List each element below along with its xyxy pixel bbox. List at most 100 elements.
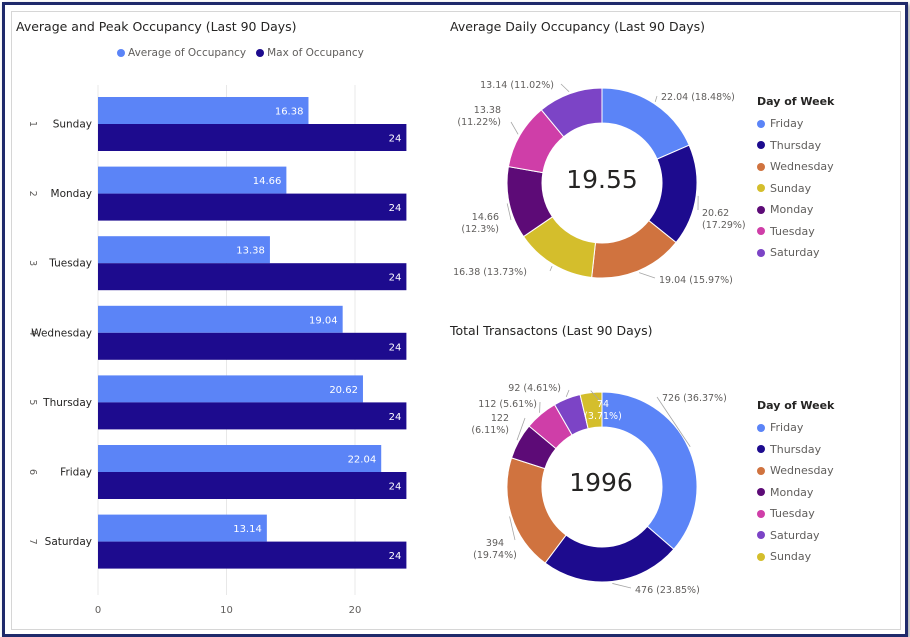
data-label-monday: 122 (6.11%): [471, 413, 509, 436]
bar-data-label: 24: [389, 551, 402, 562]
legend-item-friday[interactable]: Friday: [757, 113, 834, 135]
category-index-label: 5: [27, 399, 38, 405]
legend-label: Monday: [770, 485, 814, 499]
legend-item-sunday[interactable]: Sunday: [757, 546, 834, 568]
x-tick-label: 0: [95, 605, 101, 616]
legend-item-wednesday[interactable]: Wednesday: [757, 460, 834, 482]
legend-item-monday[interactable]: Monday: [757, 199, 834, 221]
donut1-chart[interactable]: 22.04 (18.48%) 20.62 (17.29%) 19.04 (15.97%…: [445, 40, 745, 315]
legend-marker: [757, 227, 765, 236]
leader-line: [549, 266, 553, 272]
bar-max-of-occupancy-thursday[interactable]: [98, 402, 407, 430]
legend-label: Sunday: [770, 181, 812, 195]
legend-label: Wednesday: [770, 160, 834, 174]
bar-data-label: 24: [389, 342, 402, 353]
bar-average-of-occupancy-tuesday[interactable]: [98, 236, 270, 264]
bar-chart-title: Average and Peak Occupancy (Last 90 Days…: [16, 19, 297, 34]
bar-data-label: 16.38: [275, 107, 304, 118]
leader-line: [590, 390, 602, 403]
bar-max-of-occupancy-sunday[interactable]: [98, 124, 407, 151]
donut2-title: Total Transactons (Last 90 Days): [450, 323, 653, 338]
legend-label: Saturday: [770, 246, 820, 260]
donut2-chart[interactable]: 726 (36.37%) 476 (23.85%) 394 (19.74%) 122 (6…: [445, 340, 745, 630]
data-label-wednesday: 394 (19.74%): [473, 538, 517, 561]
bar-chart-legend[interactable]: Average of Occupancy Max of Occupancy: [117, 47, 364, 59]
legend-item-saturday[interactable]: Saturday: [757, 242, 834, 264]
slice-friday[interactable]: [601, 391, 698, 550]
data-label-sunday: 74 (3.71%): [584, 399, 622, 422]
legend-marker: [757, 466, 765, 475]
bar-average-of-occupancy-friday[interactable]: [98, 445, 382, 472]
category-label-saturday: Saturday: [45, 536, 92, 548]
leader-line: [638, 272, 656, 279]
bar-data-label: 14.66: [253, 176, 282, 187]
legend-item-thursday[interactable]: Thursday: [757, 135, 834, 157]
bar-average-of-occupancy-monday[interactable]: [98, 166, 287, 194]
bar-max-of-occupancy-monday[interactable]: [98, 193, 407, 221]
legend-item-tuesday[interactable]: Tuesday: [757, 221, 834, 243]
slice-saturday[interactable]: [540, 87, 603, 138]
bar-average-of-occupancy-saturday[interactable]: [98, 514, 267, 542]
legend-average-marker: [117, 49, 125, 57]
legend-marker: [757, 423, 765, 432]
legend-marker: [757, 488, 765, 497]
leader-line: [509, 516, 516, 541]
data-label-sunday: 16.38 (13.73%): [453, 267, 527, 278]
bar-data-label: 13.38: [236, 246, 265, 257]
leader-line: [506, 203, 512, 221]
bar-average-of-occupancy-wednesday[interactable]: [98, 305, 343, 333]
leader-line: [560, 83, 570, 93]
donut2-legend[interactable]: Day of Week Friday Thursday Wednesday Monda…: [757, 399, 834, 568]
legend-item-tuesday[interactable]: Tuesday: [757, 503, 834, 525]
bar-average-of-occupancy-thursday[interactable]: [98, 375, 363, 403]
legend-marker: [757, 119, 765, 128]
legend-label: Sunday: [770, 550, 812, 564]
legend-item-sunday[interactable]: Sunday: [757, 178, 834, 200]
legend-item-saturday[interactable]: Saturday: [757, 525, 834, 547]
category-index-label: 3: [27, 260, 38, 266]
legend-label: Saturday: [770, 528, 820, 542]
donut1-title: Average Daily Occupancy (Last 90 Days): [450, 19, 706, 34]
category-label-friday: Friday: [60, 467, 92, 479]
legend-item-wednesday[interactable]: Wednesday: [757, 156, 834, 178]
legend-label: Tuesday: [770, 224, 815, 238]
category-label-tuesday: Tuesday: [48, 258, 92, 270]
bar-max-of-occupancy-friday[interactable]: [98, 472, 407, 499]
category-index-label: 4: [27, 330, 38, 336]
data-label-monday: 14.66 (12.3%): [461, 212, 499, 235]
legend-label: Thursday: [770, 138, 822, 152]
legend-label: Tuesday: [770, 507, 815, 521]
legend-label: Thursday: [770, 442, 822, 456]
legend-marker: [757, 205, 765, 214]
legend-marker: [757, 552, 765, 561]
legend-item-thursday[interactable]: Thursday: [757, 439, 834, 461]
donut2-legend-title: Day of Week: [757, 399, 835, 412]
legend-max-label: Max of Occupancy: [267, 47, 364, 59]
donut2-center-value: 1996: [569, 468, 633, 497]
legend-label: Friday: [770, 117, 804, 131]
legend-marker: [757, 531, 765, 540]
category-label-sunday: Sunday: [53, 119, 92, 131]
bar-data-label: 24: [389, 203, 402, 214]
bar-max-of-occupancy-wednesday[interactable]: [98, 332, 407, 360]
legend-marker: [757, 184, 765, 193]
donut1-legend[interactable]: Day of Week Friday Thursday Wednesday Sunda…: [757, 95, 834, 264]
leader-line: [510, 121, 519, 135]
bar-average-of-occupancy-sunday[interactable]: [98, 97, 309, 124]
legend-item-monday[interactable]: Monday: [757, 482, 834, 504]
bar-data-label: 20.62: [329, 385, 358, 396]
legend-item-average[interactable]: Average of Occupancy: [117, 47, 246, 59]
data-label-wednesday: 19.04 (15.97%): [659, 275, 733, 286]
bar-data-label: 22.04: [348, 455, 377, 466]
data-label-saturday: 13.14 (11.02%): [480, 80, 554, 91]
data-label-friday: 726 (36.37%): [662, 393, 727, 404]
x-tick-label: 10: [220, 605, 233, 616]
slice-sunday[interactable]: [579, 391, 603, 430]
legend-item-friday[interactable]: Friday: [757, 417, 834, 439]
bar-max-of-occupancy-tuesday[interactable]: [98, 263, 407, 291]
bar-chart[interactable]: 0 10 20 1 Sunday 16.38 24 2 Monday 14.66 24 3 Tuesda…: [5, 5, 425, 634]
legend-marker: [757, 141, 765, 150]
bar-max-of-occupancy-saturday[interactable]: [98, 541, 407, 569]
category-label-thursday: Thursday: [42, 397, 92, 409]
legend-item-max[interactable]: Max of Occupancy: [256, 47, 364, 59]
